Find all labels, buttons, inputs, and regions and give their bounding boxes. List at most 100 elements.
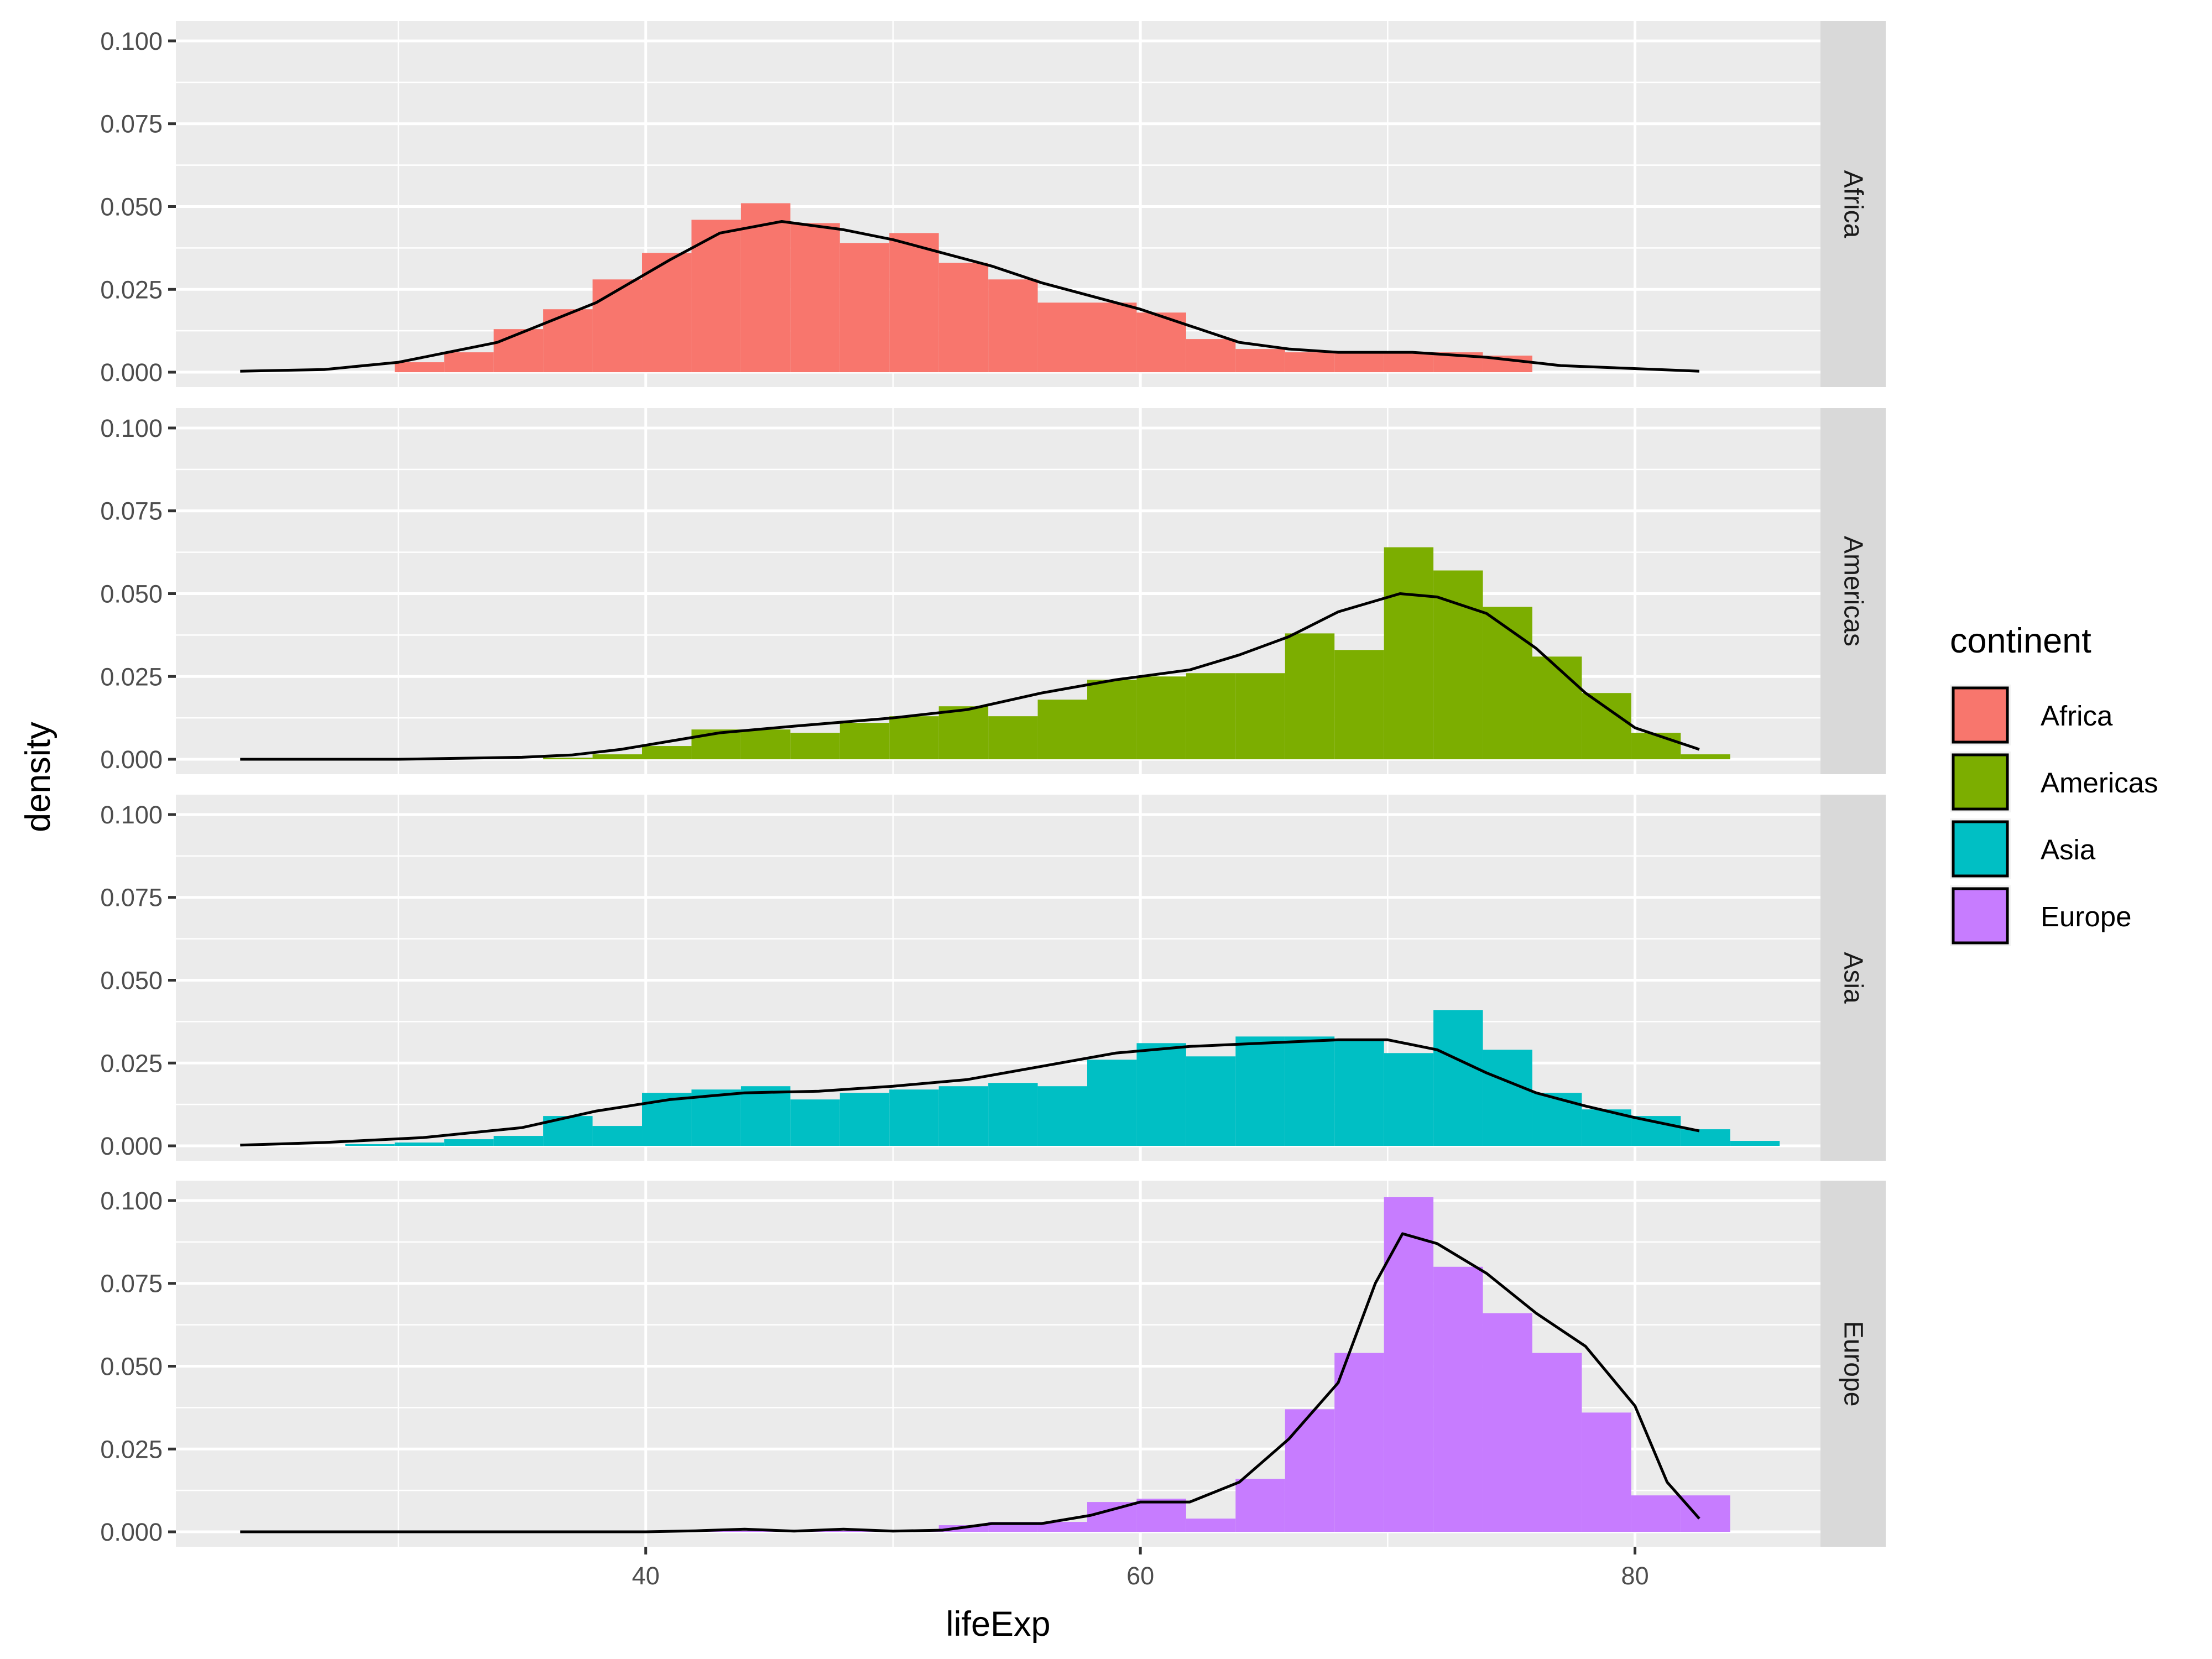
facet-panel-asia: 0.000 0.025 0.050 0.075 0.100 Asia [100, 795, 1886, 1161]
histogram-bar [1334, 352, 1384, 373]
histogram-bar [839, 723, 890, 760]
histogram-bar [1433, 1010, 1483, 1146]
histogram-bar [1087, 680, 1137, 760]
histogram-bar [839, 243, 890, 373]
histogram-bar [1334, 1353, 1384, 1532]
y-axis-title: density [19, 722, 58, 832]
y-tick-label: 0.025 [100, 275, 163, 304]
histogram-bar [592, 1126, 643, 1146]
histogram-bar [1631, 733, 1681, 760]
histogram-bar [740, 1086, 791, 1146]
legend-label: Africa [2041, 700, 2113, 732]
histogram-bar [1087, 302, 1137, 373]
x-tick-label: 40 [632, 1562, 660, 1590]
histogram-bar [1384, 1053, 1434, 1146]
legend: continent Africa Americas Asia Europe [1950, 622, 2158, 946]
histogram-bar [1136, 1499, 1186, 1532]
histogram-bar [1235, 673, 1285, 760]
facet-strip [1820, 795, 1886, 1161]
histogram-bar [642, 746, 692, 760]
facet-strip-label: Africa [1839, 170, 1868, 238]
legend-item-europe: Europe [1950, 885, 2131, 946]
y-tick-label: 0.050 [100, 192, 163, 221]
histogram-bar [691, 1089, 741, 1146]
legend-label: Americas [2041, 767, 2158, 799]
histogram-bar [444, 1139, 494, 1146]
histogram-bar [543, 309, 593, 373]
legend-label: Europe [2041, 901, 2131, 932]
histogram-bar [889, 233, 939, 373]
facet-panel-europe: 0.000 0.025 0.050 0.075 0.100 Europe [100, 1181, 1886, 1547]
legend-item-africa: Africa [1950, 685, 2113, 745]
histogram-bar [1681, 754, 1730, 760]
y-tick-label: 0.025 [100, 1049, 163, 1077]
histogram-bar [790, 223, 840, 373]
density-curve [240, 592, 1700, 761]
legend-key-swatch [1952, 887, 2009, 945]
histogram-bar [1433, 1266, 1483, 1532]
histogram-bar [592, 279, 643, 373]
y-tick-label: 0.100 [100, 801, 163, 829]
legend-key-swatch [1952, 686, 2009, 744]
histogram-bar [1235, 1036, 1285, 1146]
legend-key-swatch [1952, 753, 2009, 811]
histogram-bar [1235, 1479, 1285, 1532]
histogram-bar [938, 1086, 989, 1146]
y-tick-label: 0.000 [100, 358, 163, 387]
density-curve [240, 220, 1700, 373]
histogram-bar [1136, 676, 1186, 760]
y-tick-label: 0.100 [100, 1187, 163, 1215]
histogram-bar [1186, 673, 1236, 760]
histogram-bar [1730, 1141, 1780, 1146]
histogram-bar [938, 706, 989, 760]
histogram-bar [1681, 1495, 1730, 1532]
y-tick-label: 0.000 [100, 1518, 163, 1546]
histogram-bar [1186, 339, 1236, 373]
histogram-bar [1582, 1412, 1631, 1532]
histogram-bar [1186, 1519, 1236, 1532]
histogram-bar [1285, 1409, 1335, 1532]
histogram-bar [394, 1142, 445, 1146]
histogram-bar [1087, 1060, 1137, 1146]
histogram-bar [543, 758, 593, 760]
histogram-bar [740, 203, 791, 373]
histogram-bar [1483, 1050, 1532, 1146]
histogram-bar [1037, 1522, 1087, 1532]
histogram-bar [691, 220, 741, 373]
histogram-bar [1384, 1197, 1434, 1532]
histogram-bar [988, 1083, 1038, 1146]
legend-item-asia: Asia [1950, 818, 2096, 879]
histogram-bar [1235, 349, 1285, 373]
histogram-bar [988, 279, 1038, 373]
legend-label: Asia [2041, 834, 2096, 865]
histogram-bar [889, 1089, 939, 1146]
facet-panel-americas: 0.000 0.025 0.050 0.075 0.100 Americas [100, 408, 1886, 774]
histogram-bar [1037, 302, 1087, 373]
histogram-bar [1285, 352, 1335, 373]
y-tick-label: 0.025 [100, 1435, 163, 1463]
legend-item-americas: Americas [1950, 752, 2158, 812]
histogram-bar [988, 716, 1038, 760]
y-tick-label: 0.050 [100, 966, 163, 994]
histogram-bar [493, 1136, 544, 1146]
facet-strip-label: Europe [1839, 1321, 1868, 1407]
histogram-bar [444, 352, 494, 373]
histogram-bar [1631, 1495, 1681, 1532]
histogram-bar [1334, 650, 1384, 760]
density-curve [240, 1232, 1700, 1533]
histogram-bar [1433, 570, 1483, 760]
legend-key-swatch [1952, 820, 2009, 878]
y-tick-label: 0.000 [100, 1132, 163, 1160]
histogram-bar [740, 729, 791, 760]
y-tick-label: 0.100 [100, 414, 163, 442]
histogram-bar [1087, 1502, 1137, 1532]
histogram-bar [1285, 633, 1335, 760]
facet-panels: 0.000 0.025 0.050 0.075 0.100 Africa 0.000 0.02… [100, 21, 1886, 1547]
histogram-bar [1285, 1036, 1335, 1146]
facet-strip [1820, 21, 1886, 387]
y-tick-label: 0.100 [100, 27, 163, 55]
facet-strip [1820, 1181, 1886, 1547]
legend-keys: Africa Americas Asia Europe [1950, 685, 2158, 946]
histogram-bar [1483, 607, 1532, 760]
